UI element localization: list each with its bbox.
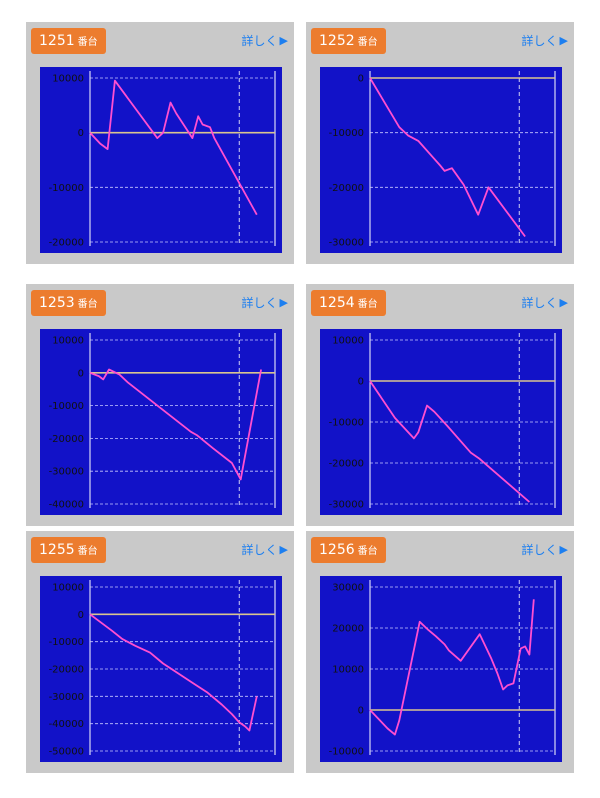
difference-line-series	[369, 599, 535, 736]
y-tick-label: -10000	[49, 401, 84, 412]
machine-number-badge[interactable]: 1255 番台	[31, 537, 106, 563]
play-triangle-icon: ▶	[279, 543, 288, 556]
y-tick-label: 10000	[332, 336, 364, 347]
machine-number: 1251	[39, 33, 75, 49]
machine-unit-label: 番台	[357, 546, 378, 557]
details-link[interactable]: 詳しく ▶	[242, 294, 288, 311]
machine-unit-label: 番台	[77, 299, 98, 310]
machine-card-1251: 1251 番台 詳しく ▶ 10000 0 -10000 -20000	[26, 22, 294, 264]
slump-chart: 10000 0 -10000 -20000 -30000 -40000 -50000	[40, 576, 282, 762]
y-tick-label: 0	[78, 368, 84, 379]
machine-number: 1253	[39, 295, 75, 311]
details-link-label: 詳しく	[521, 543, 558, 557]
difference-line-series	[89, 368, 262, 481]
machine-number-badge[interactable]: 1251 番台	[31, 28, 106, 54]
y-tick-label: 0	[358, 377, 364, 388]
machine-card-1254: 1254 番台 詳しく ▶ 10000 0 -10000 -20000 -30000	[306, 284, 574, 526]
machine-card-1256: 1256 番台 詳しく ▶ 30000 20000 10000 0 -10000	[306, 531, 574, 773]
details-link-label: 詳しく	[241, 34, 278, 48]
y-tick-label: -20000	[49, 434, 84, 445]
slump-chart: 10000 0 -10000 -20000 -30000	[320, 329, 562, 515]
machine-unit-label: 番台	[77, 546, 98, 557]
play-triangle-icon: ▶	[279, 296, 288, 309]
y-tick-label: -20000	[49, 665, 84, 676]
details-link[interactable]: 詳しく ▶	[522, 32, 568, 49]
details-link[interactable]: 詳しく ▶	[242, 32, 288, 49]
y-tick-label: -20000	[329, 183, 364, 194]
difference-line-series	[369, 380, 530, 503]
play-triangle-icon: ▶	[279, 34, 288, 47]
slump-chart: 10000 0 -10000 -20000	[40, 67, 282, 253]
details-link[interactable]: 詳しく ▶	[242, 541, 288, 558]
y-tick-label: -40000	[49, 500, 84, 511]
y-tick-label: 0	[358, 74, 364, 85]
plot-background	[40, 67, 282, 253]
y-tick-label: -10000	[329, 418, 364, 429]
difference-line-series	[369, 77, 526, 238]
details-link[interactable]: 詳しく ▶	[522, 541, 568, 558]
machine-number-badge[interactable]: 1253 番台	[31, 290, 106, 316]
y-tick-label: 10000	[52, 583, 84, 594]
machine-unit-label: 番台	[77, 37, 98, 48]
y-tick-label: -40000	[49, 719, 84, 730]
y-tick-label: -30000	[329, 238, 364, 249]
details-link-label: 詳しく	[521, 34, 558, 48]
machine-number: 1254	[319, 295, 355, 311]
machine-card-1253: 1253 番台 詳しく ▶ 10000 0 -10000 -20000 -30000 -40000	[26, 284, 294, 526]
plot-background	[320, 67, 562, 253]
y-tick-label: -50000	[49, 747, 84, 758]
y-tick-label: 20000	[332, 624, 364, 635]
y-tick-label: -30000	[329, 500, 364, 511]
y-tick-label: 10000	[332, 665, 364, 676]
play-triangle-icon: ▶	[559, 543, 568, 556]
machine-number-badge[interactable]: 1252 番台	[311, 28, 386, 54]
slump-chart: 0 -10000 -20000 -30000	[320, 67, 562, 253]
y-tick-label: -10000	[49, 637, 84, 648]
machine-number-badge[interactable]: 1256 番台	[311, 537, 386, 563]
y-tick-label: 0	[358, 706, 364, 717]
details-link-label: 詳しく	[241, 543, 278, 557]
y-tick-label: -20000	[49, 238, 84, 249]
machine-unit-label: 番台	[357, 299, 378, 310]
difference-line-series	[89, 613, 258, 732]
details-link-label: 詳しく	[521, 296, 558, 310]
machine-card-1252: 1252 番台 詳しく ▶ 0 -10000 -20000 -30000	[306, 22, 574, 264]
y-tick-label: -30000	[49, 467, 84, 478]
y-tick-label: -10000	[329, 747, 364, 758]
slump-chart: 30000 20000 10000 0 -10000	[320, 576, 562, 762]
details-link-label: 詳しく	[241, 296, 278, 310]
y-tick-label: 0	[78, 128, 84, 139]
difference-line-series	[89, 79, 258, 216]
plot-background	[40, 329, 282, 515]
machine-number: 1252	[319, 33, 355, 49]
y-tick-label: -20000	[329, 459, 364, 470]
machine-number: 1256	[319, 542, 355, 558]
play-triangle-icon: ▶	[559, 34, 568, 47]
machine-card-1255: 1255 番台 詳しく ▶ 10000 0 -10000 -20000 -30000 -40000…	[26, 531, 294, 773]
y-tick-label: -10000	[329, 128, 364, 139]
y-tick-label: -10000	[49, 183, 84, 194]
y-tick-label: -30000	[49, 692, 84, 703]
y-tick-label: 10000	[52, 336, 84, 347]
machine-number-badge[interactable]: 1254 番台	[311, 290, 386, 316]
play-triangle-icon: ▶	[559, 296, 568, 309]
y-tick-label: 0	[78, 610, 84, 621]
y-tick-label: 30000	[332, 583, 364, 594]
y-tick-label: 10000	[52, 74, 84, 85]
machine-number: 1255	[39, 542, 75, 558]
machine-unit-label: 番台	[357, 37, 378, 48]
slump-chart: 10000 0 -10000 -20000 -30000 -40000	[40, 329, 282, 515]
details-link[interactable]: 詳しく ▶	[522, 294, 568, 311]
